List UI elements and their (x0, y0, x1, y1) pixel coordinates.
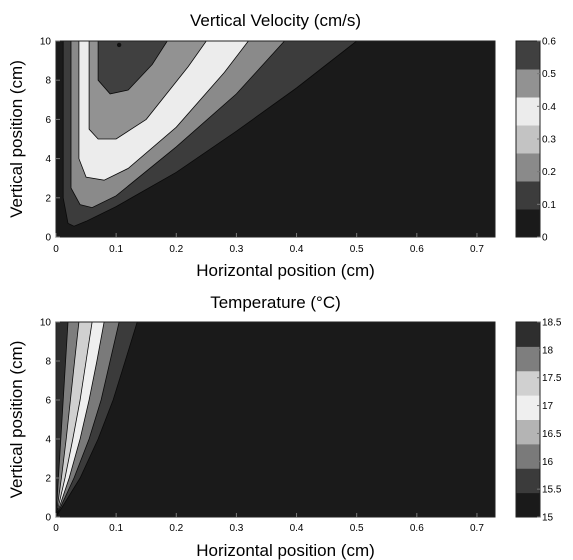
x-tick-label: 0.3 (229, 523, 243, 534)
colorbar-tick-label: 18.5 (542, 318, 562, 329)
colorbar-tick-label: 15 (542, 513, 554, 524)
chart-1: Vertical Velocity (cm/s) 0 0.1 0.2 0.3 0.4 0.5… (7, 11, 556, 280)
contour-area (56, 322, 495, 517)
colorbar-segment (516, 97, 540, 126)
peak-marker (116, 42, 122, 48)
colorbar-tick-label: 16 (542, 457, 554, 468)
y-tick-label: 6 (45, 396, 51, 407)
colorbar-segment (516, 443, 540, 469)
y-tick-label: 2 (45, 193, 51, 204)
colorbar-tick-label: 0 (542, 233, 548, 244)
colorbar: 15 15.5 16 16.5 17 17.5 18 18.5 (515, 318, 562, 524)
contour-band-6 (56, 322, 69, 517)
y-tick-label: 4 (45, 435, 51, 446)
x-tick-label: 0.6 (410, 244, 424, 255)
contour-band-5 (97, 41, 168, 95)
x-tick-label: 0.5 (350, 244, 364, 255)
colorbar-tick-label: 15.5 (542, 485, 562, 496)
x-axis-label: Horizontal position (cm) (196, 261, 375, 280)
y-axis-label: Vertical position (cm) (7, 341, 26, 499)
y-tick-label: 0 (45, 513, 51, 524)
x-tick-label: 0.3 (229, 244, 243, 255)
y-axis: 0 2 4 6 8 10 (40, 37, 60, 244)
colorbar-segment (516, 468, 540, 494)
x-axis: 0 0.1 0.2 0.3 0.4 0.5 0.6 0.7 (53, 233, 484, 255)
colorbar-tick-label: 0.6 (542, 37, 556, 48)
plot-frame (55, 321, 496, 518)
colorbar-tick-label: 0.3 (542, 135, 556, 146)
colorbar-tick-label: 0.1 (542, 200, 556, 211)
contour-area (56, 41, 495, 237)
colorbar-segment (516, 370, 540, 396)
x-tick-label: 0.1 (109, 523, 123, 534)
colorbar: 0 0.1 0.2 0.3 0.4 0.5 0.6 (515, 37, 556, 244)
colorbar-segment (516, 125, 540, 154)
x-tick-label: 0.1 (109, 244, 123, 255)
colorbar-segment (516, 395, 540, 421)
contour-background (56, 322, 495, 517)
colorbar-tick-label: 17.5 (542, 373, 562, 384)
y-axis: 0 2 4 6 8 10 (40, 318, 60, 524)
y-tick-label: 2 (45, 474, 51, 485)
colorbar-segment (516, 41, 540, 70)
x-tick-label: 0.2 (169, 244, 183, 255)
x-tick-label: 0.2 (169, 523, 183, 534)
colorbar-segment (516, 153, 540, 182)
x-tick-label: 0.6 (410, 523, 424, 534)
colorbar-tick-label: 0.4 (542, 102, 556, 113)
y-axis-label: Vertical position (cm) (7, 60, 26, 218)
x-axis-label: Horizontal position (cm) (196, 541, 375, 560)
x-tick-label: 0 (53, 244, 59, 255)
x-tick-label: 0 (53, 523, 59, 534)
y-tick-label: 8 (45, 76, 51, 87)
x-tick-label: 0.4 (290, 244, 304, 255)
y-tick-label: 0 (45, 233, 51, 244)
colorbar-segment (516, 69, 540, 98)
y-tick-label: 10 (40, 318, 52, 329)
y-tick-label: 4 (45, 154, 51, 165)
y-tick-label: 10 (40, 37, 52, 48)
colorbar-segment (516, 322, 540, 347)
colorbar-tick-label: 0.2 (542, 167, 556, 178)
colorbar-tick-label: 18 (542, 345, 554, 356)
x-tick-label: 0.7 (470, 244, 484, 255)
colorbar-tick-label: 0.5 (542, 69, 556, 80)
x-tick-label: 0.7 (470, 523, 484, 534)
colorbar-tick-label: 17 (542, 401, 554, 412)
x-tick-label: 0.4 (290, 523, 304, 534)
chart-title: Temperature (°C) (210, 293, 341, 312)
x-tick-label: 0.5 (350, 523, 364, 534)
colorbar-frame (515, 321, 541, 518)
colorbar-segment (516, 419, 540, 445)
colorbar-segment (516, 492, 540, 518)
x-axis: 0 0.1 0.2 0.3 0.4 0.5 0.6 0.7 (53, 513, 484, 534)
plot-frame (55, 40, 496, 238)
y-tick-label: 8 (45, 357, 51, 368)
colorbar-segment (516, 346, 540, 372)
chart-2: Temperature (°C) 0 0.1 0.2 0.3 0.4 0.5 0.6 0.7 Ho… (7, 293, 562, 560)
colorbar-segment (516, 181, 540, 210)
chart-title: Vertical Velocity (cm/s) (190, 11, 361, 30)
colorbar-tick-label: 16.5 (542, 429, 562, 440)
y-tick-label: 6 (45, 115, 51, 126)
colorbar-segment (516, 209, 540, 238)
